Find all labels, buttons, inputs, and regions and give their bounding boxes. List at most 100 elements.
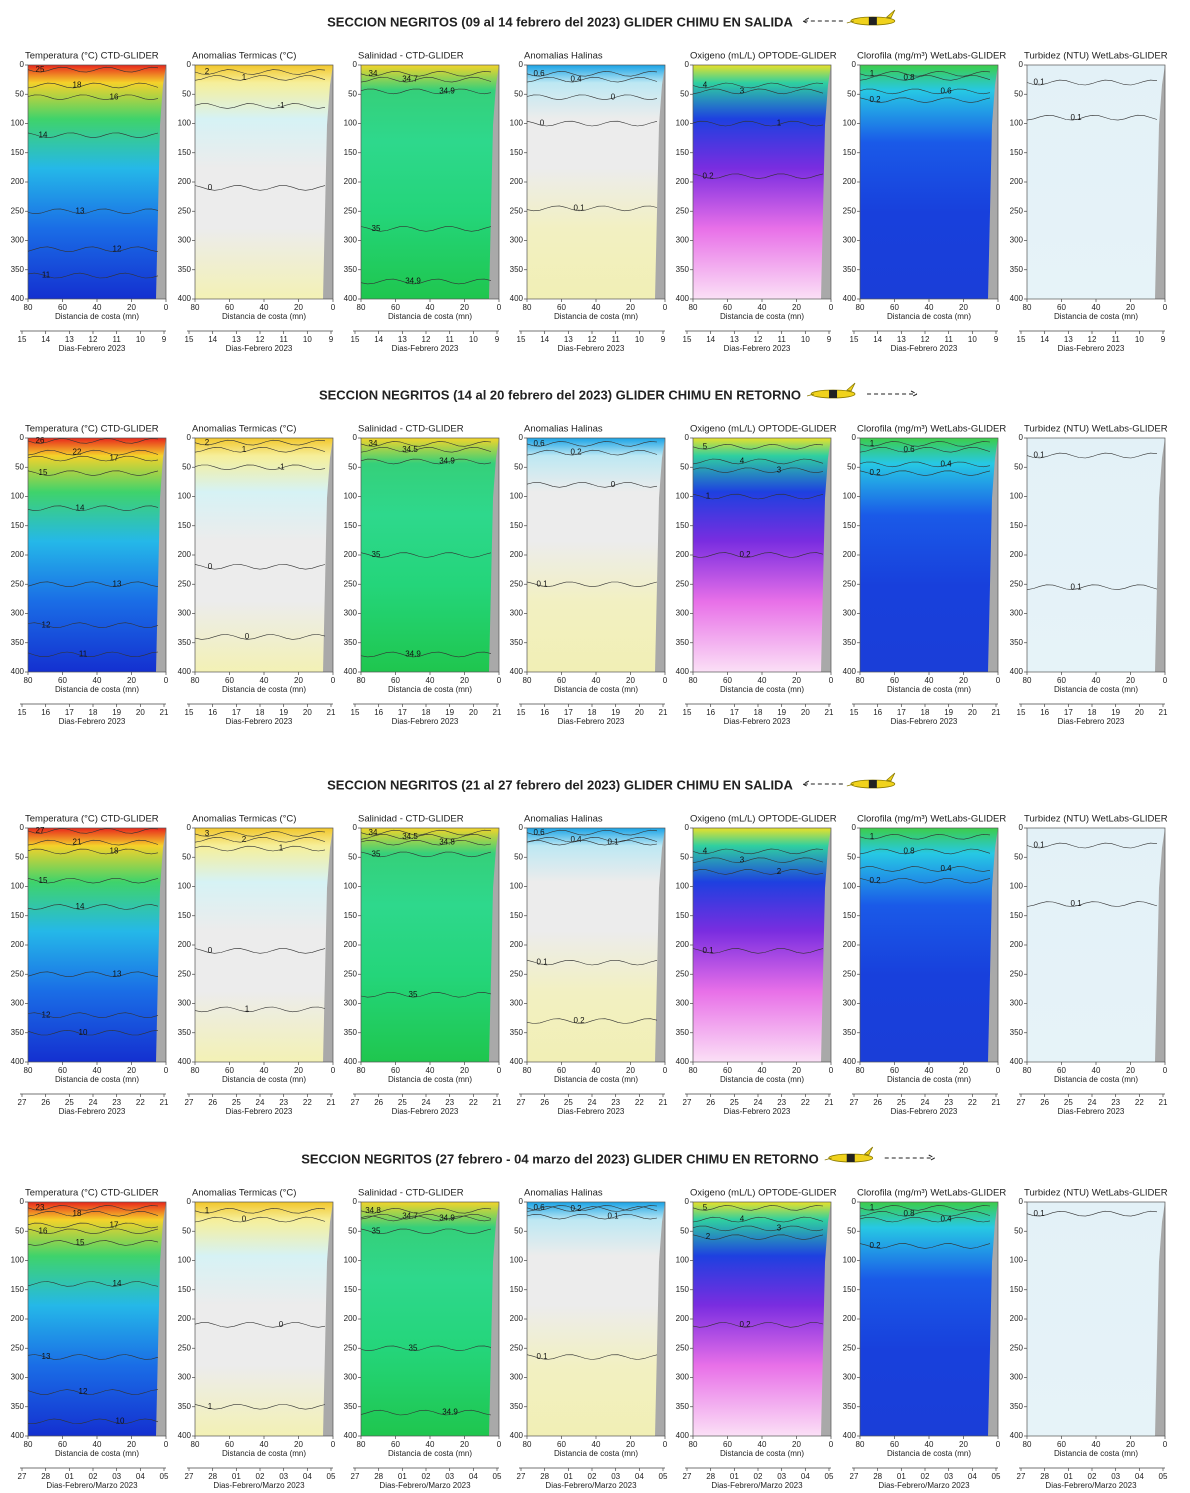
y-tick-label: 50 <box>514 462 523 471</box>
y-tick-label: 300 <box>178 1373 192 1382</box>
day-tick-label: 04 <box>469 1472 478 1481</box>
y-tick-label: 250 <box>344 1343 358 1352</box>
day-axis-label: Dias-Febrero 2023 <box>891 717 958 726</box>
contour-line <box>27 94 159 101</box>
contour-label: 27 <box>36 826 45 835</box>
day-axis-label: Dias-Febrero/Marzo 2023 <box>545 1481 637 1490</box>
x-tick-label: 0 <box>1163 1440 1168 1449</box>
contour-line <box>194 1207 326 1214</box>
contour-line <box>526 959 658 966</box>
day-tick-label: 25 <box>65 1098 74 1107</box>
contour-line <box>194 948 326 954</box>
y-tick-label: 100 <box>344 1256 358 1265</box>
contour-label: 0.2 <box>869 468 881 477</box>
section-title: SECCION NEGRITOS (14 al 20 febrero del 2… <box>319 387 801 402</box>
y-tick-label: 300 <box>676 609 690 618</box>
contour-label: 0.1 <box>607 838 619 847</box>
contour-label: 0.1 <box>536 579 548 588</box>
y-tick-label: 50 <box>182 852 191 861</box>
x-axis-label: Distancia de costa (mn) <box>388 1075 472 1084</box>
x-tick-label: 80 <box>689 676 698 685</box>
y-tick-label: 100 <box>11 492 25 501</box>
coastline <box>655 438 665 672</box>
day-tick-label: 13 <box>897 335 906 344</box>
y-tick-label: 0 <box>685 823 690 832</box>
contour-line <box>194 1216 326 1223</box>
contour-line <box>360 1228 492 1235</box>
x-tick-label: 60 <box>723 676 732 685</box>
x-tick-label: 60 <box>557 676 566 685</box>
x-tick-label: 20 <box>792 1066 801 1075</box>
coastline <box>655 65 665 299</box>
y-tick-label: 0 <box>852 823 857 832</box>
contour-label: 0.8 <box>903 1209 915 1218</box>
contour-line <box>27 878 159 884</box>
x-axis-label: Distancia de costa (mn) <box>388 685 472 694</box>
x-axis-label: Distancia de costa (mn) <box>1054 685 1138 694</box>
x-axis-label: Distancia de costa (mn) <box>554 685 638 694</box>
day-tick-label: 16 <box>540 708 549 717</box>
day-tick-label: 27 <box>18 1098 27 1107</box>
day-tick-label: 04 <box>136 1472 145 1481</box>
coastline <box>156 828 166 1062</box>
x-tick-label: 40 <box>93 1440 102 1449</box>
y-tick-label: 350 <box>510 1028 524 1037</box>
y-tick-label: 200 <box>178 550 192 559</box>
x-tick-label: 40 <box>260 676 269 685</box>
y-tick-label: 400 <box>510 1431 524 1440</box>
day-tick-label: 05 <box>659 1472 668 1481</box>
contour-label: 35 <box>372 550 381 559</box>
y-tick-label: 50 <box>348 89 357 98</box>
y-tick-label: 250 <box>510 1343 524 1352</box>
day-tick-label: 27 <box>517 1472 526 1481</box>
y-tick-label: 300 <box>510 999 524 1008</box>
y-tick-label: 150 <box>178 148 192 157</box>
contour-label: 0 <box>242 1215 247 1224</box>
contour-line <box>27 1418 159 1425</box>
panel-title: Anomalias Halinas <box>524 1188 603 1199</box>
contour-line <box>859 88 991 95</box>
y-tick-label: 150 <box>510 521 524 530</box>
coastline <box>156 1202 166 1436</box>
x-axis-label: Distancia de costa (mn) <box>388 1449 472 1458</box>
day-axis-label: Dias-Febrero/Marzo 2023 <box>46 1481 138 1490</box>
day-tick-label: 21 <box>327 1098 336 1107</box>
x-tick-label: 20 <box>294 676 303 685</box>
y-tick-label: 200 <box>1010 550 1024 559</box>
x-tick-label: 40 <box>1092 1440 1101 1449</box>
y-tick-label: 400 <box>843 294 857 303</box>
y-tick-label: 250 <box>11 969 25 978</box>
contour-label: 2 <box>205 438 210 447</box>
glider-icon <box>829 390 838 398</box>
day-tick-label: 20 <box>303 708 312 717</box>
contour-label: 0.1 <box>607 1212 619 1221</box>
y-tick-label: 0 <box>187 60 192 69</box>
contour-label: 0.6 <box>533 1203 545 1212</box>
day-tick-label: 14 <box>540 335 549 344</box>
day-tick-label: 10 <box>1135 335 1144 344</box>
contour-line <box>526 1206 658 1212</box>
panel-title: Clorofila (mg/m³) WetLabs-GLIDER <box>857 424 1006 435</box>
day-tick-label: 21 <box>825 708 834 717</box>
x-tick-label: 20 <box>1126 303 1135 312</box>
contour-label: 1 <box>242 445 247 454</box>
y-tick-label: 400 <box>1010 667 1024 676</box>
contour-line <box>194 836 326 843</box>
y-tick-label: 350 <box>1010 638 1024 647</box>
contour-line <box>692 467 824 474</box>
contour-line <box>360 226 492 232</box>
x-tick-label: 40 <box>592 303 601 312</box>
day-tick-label: 15 <box>850 335 859 344</box>
x-tick-label: 80 <box>191 676 200 685</box>
contour-line <box>27 438 159 444</box>
y-tick-label: 300 <box>1010 1373 1024 1382</box>
y-tick-label: 350 <box>11 1402 25 1411</box>
day-tick-label: 16 <box>208 708 217 717</box>
y-tick-label: 250 <box>1010 969 1024 978</box>
day-tick-label: 17 <box>398 708 407 717</box>
day-tick-label: 12 <box>921 335 930 344</box>
coastline <box>821 828 831 1062</box>
contour-line <box>194 185 326 191</box>
day-tick-label: 25 <box>232 1098 241 1107</box>
contour-label: 34.9 <box>442 1408 458 1417</box>
